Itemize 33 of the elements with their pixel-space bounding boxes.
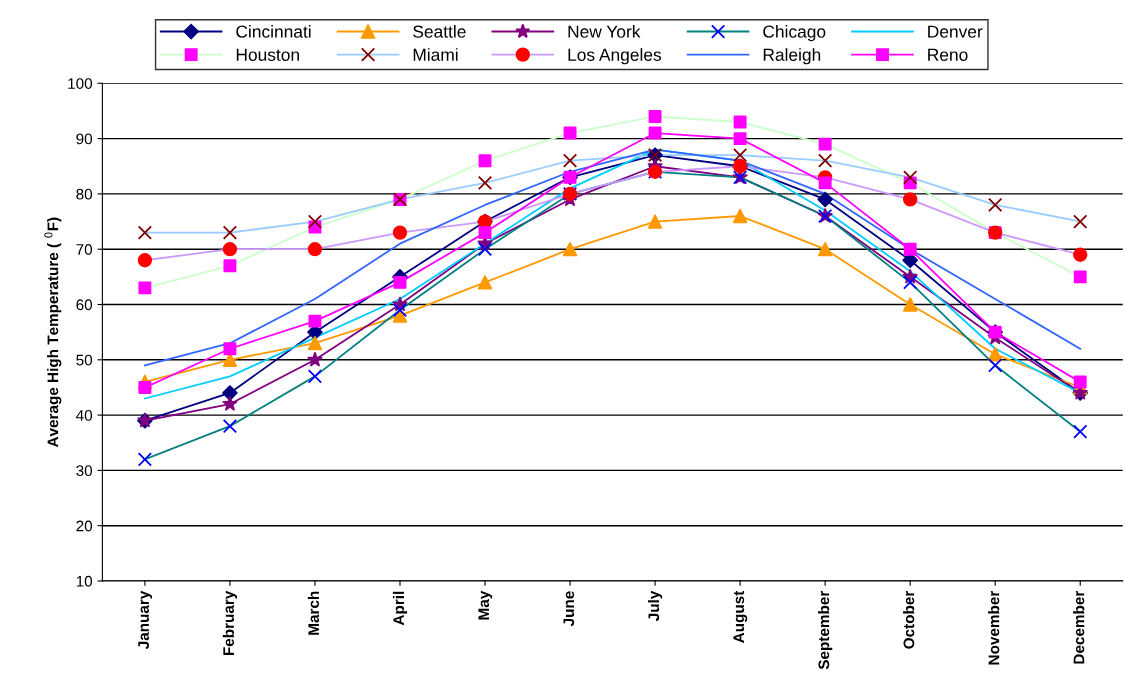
legend-label: Denver [928, 25, 983, 38]
y-tick-label: 70 [76, 244, 93, 255]
x-tick-label: August [733, 590, 748, 643]
x-tick-label: July [647, 590, 663, 622]
y-tick-label: 30 [76, 465, 93, 477]
x-tick-label: June [563, 591, 575, 627]
legend-label: Miami [413, 48, 458, 61]
legend-label: Los Angeles [568, 48, 662, 65]
y-tick-label: 40 [76, 409, 93, 421]
y-tick-label: 60 [76, 299, 93, 311]
x-tick-label: February [222, 590, 238, 656]
legend-label: Chicago [763, 25, 826, 42]
legend-label: Houston [236, 48, 299, 61]
y-tick-label: 80 [76, 188, 93, 200]
x-tick-label: October [903, 590, 915, 649]
y-axis-title: Average High Temperature ( $^{0}$F) [44, 217, 62, 448]
legend-label: Reno [928, 48, 968, 61]
y-tick-label: 50 [76, 354, 93, 366]
legend-label: Seattle [413, 25, 466, 38]
x-tick-label: May [478, 590, 493, 620]
x-tick-label: September [818, 590, 833, 670]
legend-label: Raleigh [763, 48, 821, 65]
y-tick-label: 10 [76, 575, 93, 587]
x-tick-label: January [138, 590, 153, 650]
y-tick-label: 90 [76, 133, 93, 145]
x-tick-label: December [1073, 590, 1085, 664]
y-tick-label: 100 [68, 78, 93, 89]
x-tick-label: November [988, 590, 1000, 665]
x-tick-label: March [307, 591, 320, 635]
x-tick-label: April [392, 591, 408, 626]
legend-label: Cincinnati [236, 25, 311, 38]
y-tick-label: 20 [76, 520, 93, 532]
legend-label: New York [568, 25, 641, 38]
